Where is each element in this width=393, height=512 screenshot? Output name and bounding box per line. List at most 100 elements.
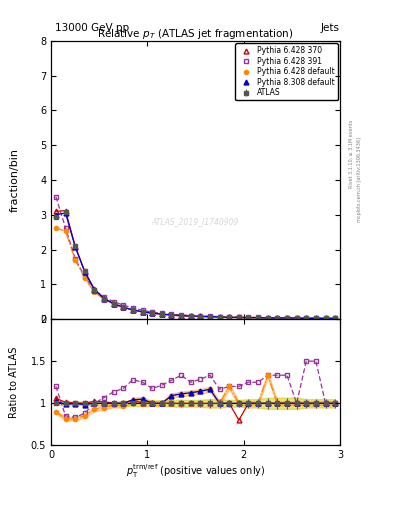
Line: Pythia 8.308 default: Pythia 8.308 default: [53, 210, 338, 321]
Text: Rivet 3.1.10, ≥ 3.1M events: Rivet 3.1.10, ≥ 3.1M events: [349, 119, 354, 188]
Pythia 6.428 391: [285, 314, 289, 321]
Pythia 6.428 default: [121, 305, 126, 311]
Pythia 6.428 370: [246, 314, 251, 321]
Pythia 6.428 default: [304, 315, 309, 322]
Pythia 6.428 370: [111, 301, 116, 307]
Pythia 8.308 default: [102, 295, 107, 302]
Pythia 6.428 default: [333, 315, 338, 322]
Pythia 6.428 391: [265, 314, 270, 321]
Pythia 6.428 default: [217, 314, 222, 320]
Pythia 6.428 default: [63, 228, 68, 234]
Pythia 6.428 default: [285, 315, 289, 321]
Pythia 6.428 391: [179, 312, 184, 318]
Pythia 8.308 default: [111, 301, 116, 307]
Pythia 6.428 default: [208, 313, 212, 319]
Pythia 8.308 default: [83, 269, 87, 275]
Pythia 8.308 default: [227, 314, 231, 321]
Pythia 6.428 370: [121, 304, 126, 310]
Pythia 6.428 default: [227, 314, 231, 320]
Pythia 6.428 391: [160, 310, 164, 316]
Pythia 6.428 default: [83, 275, 87, 282]
Pythia 6.428 370: [237, 314, 241, 321]
Pythia 6.428 391: [111, 298, 116, 305]
Pythia 6.428 391: [53, 194, 58, 200]
Pythia 8.308 default: [304, 315, 309, 322]
Pythia 6.428 391: [150, 309, 154, 315]
Pythia 6.428 370: [102, 295, 107, 301]
Line: Pythia 6.428 370: Pythia 6.428 370: [53, 208, 338, 321]
Pythia 8.308 default: [150, 310, 154, 316]
Pythia 6.428 370: [323, 315, 328, 322]
Pythia 6.428 default: [314, 315, 318, 322]
Pythia 6.428 default: [275, 315, 280, 321]
Text: ATLAS_2019_I1740909: ATLAS_2019_I1740909: [152, 217, 239, 226]
Pythia 6.428 default: [198, 313, 203, 319]
Pythia 6.428 default: [265, 314, 270, 321]
Pythia 6.428 370: [83, 268, 87, 274]
Pythia 8.308 default: [217, 314, 222, 320]
Pythia 8.308 default: [237, 314, 241, 321]
Pythia 8.308 default: [198, 313, 203, 319]
Pythia 6.428 default: [111, 301, 116, 307]
Pythia 6.428 391: [130, 305, 135, 311]
Pythia 6.428 391: [102, 294, 107, 300]
Y-axis label: Ratio to ATLAS: Ratio to ATLAS: [9, 347, 19, 418]
Pythia 6.428 391: [275, 314, 280, 321]
Pythia 8.308 default: [256, 314, 261, 321]
Pythia 6.428 391: [217, 313, 222, 319]
Pythia 8.308 default: [265, 315, 270, 321]
Pythia 6.428 370: [275, 315, 280, 321]
Pythia 6.428 default: [140, 309, 145, 315]
Pythia 6.428 391: [188, 312, 193, 318]
Pythia 6.428 391: [333, 315, 338, 322]
Pythia 6.428 391: [92, 287, 97, 293]
Pythia 6.428 370: [150, 310, 154, 316]
Pythia 8.308 default: [73, 244, 77, 250]
Line: Pythia 6.428 default: Pythia 6.428 default: [54, 226, 337, 321]
Pythia 6.428 391: [237, 314, 241, 320]
Pythia 6.428 default: [53, 225, 58, 231]
Pythia 8.308 default: [63, 210, 68, 216]
Pythia 6.428 391: [121, 302, 126, 308]
Pythia 6.428 391: [227, 314, 231, 320]
Pythia 6.428 default: [73, 257, 77, 263]
Pythia 6.428 370: [160, 311, 164, 317]
Pythia 6.428 391: [294, 315, 299, 321]
Pythia 6.428 391: [198, 313, 203, 319]
Pythia 6.428 default: [256, 314, 261, 321]
Pythia 6.428 391: [246, 314, 251, 321]
Pythia 6.428 default: [130, 307, 135, 313]
Pythia 6.428 391: [169, 311, 174, 317]
Pythia 6.428 370: [53, 208, 58, 215]
Pythia 8.308 default: [323, 315, 328, 322]
Pythia 6.428 370: [73, 243, 77, 249]
Pythia 6.428 default: [150, 310, 154, 316]
Pythia 8.308 default: [169, 312, 174, 318]
Pythia 8.308 default: [333, 315, 338, 322]
Pythia 8.308 default: [53, 211, 58, 218]
Pythia 6.428 370: [227, 314, 231, 321]
Pythia 6.428 391: [140, 307, 145, 313]
Pythia 6.428 391: [83, 274, 87, 280]
Pythia 6.428 391: [323, 315, 328, 322]
Pythia 6.428 391: [208, 313, 212, 319]
Pythia 6.428 default: [294, 315, 299, 321]
Line: Pythia 6.428 391: Pythia 6.428 391: [53, 194, 338, 321]
Text: Jets: Jets: [321, 23, 340, 33]
Pythia 6.428 370: [333, 315, 338, 322]
Pythia 8.308 default: [140, 309, 145, 315]
Pythia 6.428 default: [102, 296, 107, 303]
Pythia 6.428 370: [314, 315, 318, 322]
Pythia 6.428 391: [73, 255, 77, 262]
Pythia 6.428 391: [304, 315, 309, 321]
Text: 13000 GeV pp: 13000 GeV pp: [55, 23, 129, 33]
Pythia 6.428 370: [92, 286, 97, 292]
Pythia 6.428 370: [285, 315, 289, 321]
Pythia 6.428 370: [198, 313, 203, 319]
Pythia 8.308 default: [294, 315, 299, 321]
Pythia 8.308 default: [92, 287, 97, 293]
Pythia 6.428 default: [323, 315, 328, 322]
Pythia 6.428 391: [256, 314, 261, 321]
Pythia 6.428 391: [314, 315, 318, 321]
Pythia 8.308 default: [179, 312, 184, 318]
